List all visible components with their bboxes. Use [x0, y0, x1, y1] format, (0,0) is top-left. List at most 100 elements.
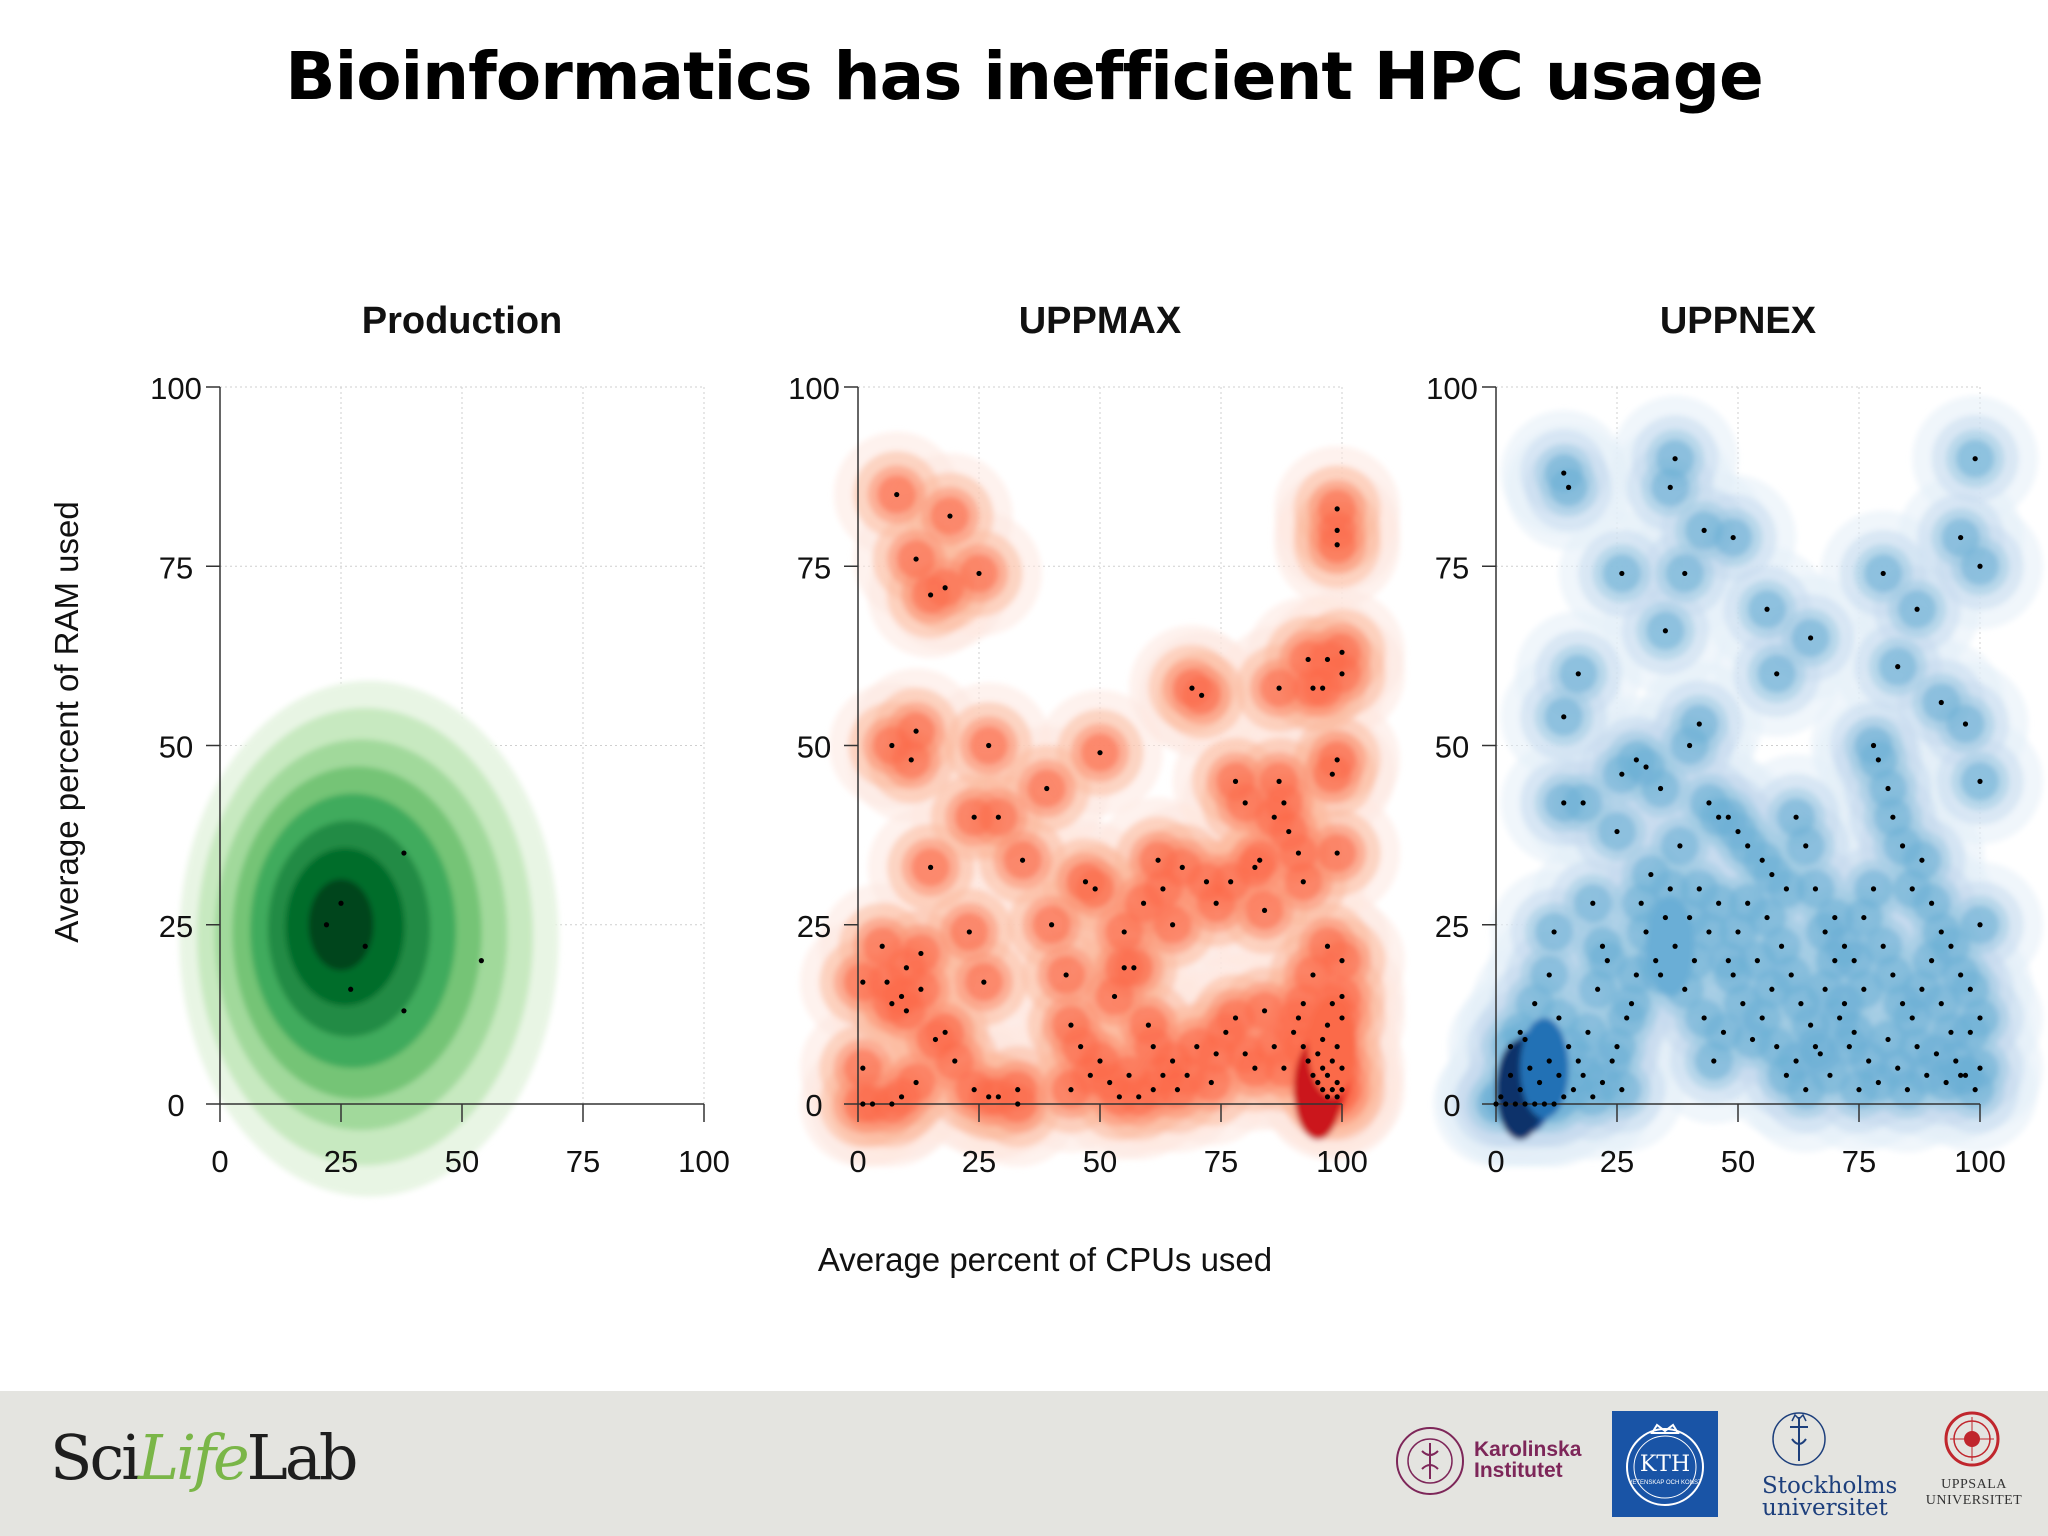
- data-point: [1657, 972, 1664, 978]
- data-point: [1599, 1079, 1606, 1086]
- data-point: [1691, 958, 1698, 964]
- data-point: [1643, 929, 1649, 935]
- data-point: [1812, 886, 1819, 892]
- data-point: [952, 1058, 958, 1064]
- data-point: [1174, 1087, 1181, 1093]
- data-point: [1561, 1094, 1567, 1100]
- data-point: [1793, 1058, 1799, 1064]
- data-point: [1725, 814, 1731, 820]
- data-point: [1527, 1065, 1533, 1071]
- data-point: [1851, 958, 1857, 964]
- data-point: [1919, 857, 1925, 863]
- kth-logo: KTH VETENSKAP OCH KONST: [1612, 1411, 1718, 1517]
- data-point: [1774, 1044, 1780, 1050]
- data-point: [1561, 714, 1567, 720]
- data-point: [1909, 886, 1915, 892]
- data-point: [1546, 1058, 1552, 1064]
- data-point: [1281, 1065, 1287, 1071]
- data-point: [1561, 800, 1567, 806]
- data-point: [1334, 850, 1340, 856]
- data-point: [1895, 664, 1901, 670]
- data-point: [879, 943, 885, 949]
- data-point: [1972, 456, 1978, 462]
- data-point: [1334, 1079, 1340, 1086]
- data-point: [1339, 993, 1345, 1000]
- data-point: [1730, 972, 1736, 978]
- data-point: [1764, 914, 1770, 921]
- data-point: [1706, 929, 1712, 935]
- data-point: [1672, 943, 1678, 949]
- data-point: [1517, 1029, 1523, 1035]
- data-point: [860, 979, 866, 985]
- data-point: [860, 1065, 866, 1071]
- data-point: [966, 929, 972, 935]
- data-point: [1633, 757, 1639, 763]
- data-point: [1334, 757, 1340, 763]
- kth-motto: VETENSKAP OCH KONST: [1628, 1480, 1702, 1486]
- data-point: [1339, 958, 1345, 964]
- x-tick-label: 0: [849, 1144, 866, 1179]
- data-point: [1536, 1079, 1543, 1086]
- data-point: [1696, 886, 1702, 892]
- data-point: [1938, 1001, 1944, 1007]
- data-point: [1566, 484, 1572, 490]
- data-point: [1899, 1001, 1906, 1007]
- data-point: [1252, 864, 1258, 870]
- data-point: [1817, 1051, 1823, 1057]
- data-point: [898, 1094, 905, 1100]
- data-point: [884, 979, 890, 985]
- data-point: [401, 1008, 407, 1014]
- data-point: [1749, 1036, 1756, 1043]
- data-point: [1170, 922, 1176, 928]
- data-point: [1745, 843, 1751, 849]
- data-point: [1716, 814, 1722, 820]
- data-point: [1507, 1044, 1514, 1050]
- data-point: [918, 950, 924, 957]
- data-point: [1933, 1051, 1940, 1057]
- data-point: [1160, 1072, 1166, 1078]
- data-point: [889, 1101, 895, 1107]
- data-point: [1919, 986, 1925, 992]
- data-point: [348, 986, 354, 992]
- data-point: [1938, 929, 1944, 935]
- x-tick-label: 50: [445, 1144, 479, 1179]
- data-point: [1667, 886, 1673, 892]
- data-point: [1532, 1001, 1538, 1007]
- data-point: [1228, 879, 1234, 885]
- panel-title: Production: [362, 300, 563, 342]
- data-point: [1875, 1079, 1881, 1086]
- data-point: [1339, 671, 1345, 677]
- data-point: [947, 513, 953, 519]
- data-point: [1841, 943, 1848, 949]
- data-point: [1977, 1065, 1983, 1071]
- data-point: [1324, 943, 1331, 949]
- data-point: [1145, 1022, 1151, 1028]
- x-tick-label: 75: [1204, 1144, 1238, 1179]
- data-point: [1561, 470, 1567, 476]
- data-point: [1953, 1058, 1959, 1064]
- data-point: [928, 592, 934, 598]
- data-point: [1614, 828, 1620, 835]
- data-point: [1929, 900, 1935, 906]
- data-point: [1334, 527, 1340, 534]
- data-point: [1687, 742, 1693, 749]
- x-tick-label: 75: [1842, 1144, 1876, 1179]
- data-point: [903, 1008, 910, 1014]
- data-point: [1604, 958, 1610, 964]
- data-point: [1121, 929, 1127, 935]
- data-point: [1232, 778, 1239, 784]
- data-point: [1121, 965, 1127, 971]
- data-point: [1334, 506, 1340, 512]
- density-hotspot: [1308, 996, 1357, 1097]
- data-point: [1885, 785, 1891, 792]
- data-point: [942, 585, 948, 591]
- data-point: [1754, 958, 1760, 964]
- data-point: [1914, 1044, 1920, 1050]
- data-point: [913, 556, 919, 562]
- x-tick-label: 100: [678, 1144, 730, 1179]
- data-point: [1590, 1094, 1596, 1100]
- data-point: [1822, 929, 1828, 935]
- data-point: [1677, 843, 1683, 849]
- data-point: [1837, 1015, 1843, 1021]
- data-point: [1305, 1058, 1311, 1064]
